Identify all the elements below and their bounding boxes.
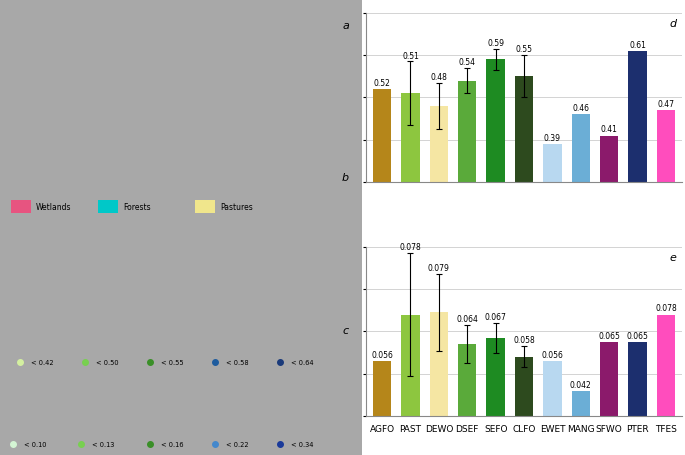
Bar bbox=[458, 344, 477, 455]
Bar bbox=[657, 315, 675, 455]
Text: 0.067: 0.067 bbox=[485, 312, 507, 321]
Bar bbox=[543, 145, 562, 310]
Bar bbox=[429, 107, 448, 310]
Text: < 0.64: < 0.64 bbox=[291, 359, 314, 365]
Text: 0.51: 0.51 bbox=[402, 51, 419, 61]
Text: 0.079: 0.079 bbox=[428, 263, 450, 273]
Text: 0.61: 0.61 bbox=[629, 40, 646, 50]
Bar bbox=[458, 81, 477, 310]
Text: 0.058: 0.058 bbox=[513, 335, 535, 344]
Text: 0.59: 0.59 bbox=[487, 39, 504, 48]
Bar bbox=[571, 115, 590, 310]
Text: < 0.22: < 0.22 bbox=[226, 440, 249, 447]
Text: 0.042: 0.042 bbox=[570, 380, 592, 389]
Text: d: d bbox=[670, 19, 677, 29]
Text: 0.064: 0.064 bbox=[456, 314, 478, 323]
Text: 0.39: 0.39 bbox=[544, 134, 561, 143]
Bar bbox=[600, 136, 619, 310]
Text: e: e bbox=[670, 252, 677, 262]
Text: < 0.13: < 0.13 bbox=[92, 440, 114, 447]
Text: < 0.42: < 0.42 bbox=[31, 359, 53, 365]
Text: 0.55: 0.55 bbox=[516, 46, 532, 54]
Text: 0.078: 0.078 bbox=[399, 243, 421, 251]
Text: b: b bbox=[342, 173, 349, 183]
Bar bbox=[543, 361, 562, 455]
Text: < 0.34: < 0.34 bbox=[291, 440, 314, 447]
Bar bbox=[373, 90, 391, 310]
Bar bbox=[628, 52, 647, 310]
Text: < 0.58: < 0.58 bbox=[226, 359, 249, 365]
Text: a: a bbox=[342, 20, 349, 30]
Bar bbox=[401, 94, 420, 310]
Bar bbox=[486, 60, 505, 310]
Bar bbox=[515, 357, 533, 455]
Y-axis label: EVI: EVI bbox=[325, 91, 335, 106]
Bar bbox=[486, 338, 505, 455]
Text: 0.056: 0.056 bbox=[541, 350, 563, 359]
Text: 0.056: 0.056 bbox=[371, 350, 393, 359]
Bar bbox=[571, 391, 590, 455]
Text: 0.54: 0.54 bbox=[459, 58, 476, 67]
Bar bbox=[98, 201, 118, 213]
Bar bbox=[11, 201, 31, 213]
Bar bbox=[373, 361, 391, 455]
Text: Wetlands: Wetlands bbox=[36, 202, 72, 212]
Text: 0.065: 0.065 bbox=[627, 331, 649, 340]
Y-axis label: Temporal standard deviation of EVI: Temporal standard deviation of EVI bbox=[326, 261, 335, 402]
Text: Pastures: Pastures bbox=[221, 202, 253, 212]
Text: 0.065: 0.065 bbox=[598, 331, 620, 340]
Bar bbox=[195, 201, 215, 213]
Bar bbox=[657, 111, 675, 310]
Text: 0.41: 0.41 bbox=[601, 125, 618, 134]
Text: < 0.50: < 0.50 bbox=[96, 359, 119, 365]
Text: c: c bbox=[343, 325, 349, 335]
Text: < 0.10: < 0.10 bbox=[23, 440, 46, 447]
Bar bbox=[515, 77, 533, 310]
Bar bbox=[628, 342, 647, 455]
Text: < 0.16: < 0.16 bbox=[161, 440, 184, 447]
Text: 0.078: 0.078 bbox=[655, 304, 677, 313]
Text: 0.52: 0.52 bbox=[373, 79, 390, 88]
Text: < 0.55: < 0.55 bbox=[161, 359, 184, 365]
Text: Forests: Forests bbox=[123, 202, 151, 212]
Bar bbox=[401, 315, 420, 455]
Bar bbox=[600, 342, 619, 455]
Text: 0.48: 0.48 bbox=[430, 73, 447, 82]
Text: 0.46: 0.46 bbox=[572, 104, 589, 113]
Bar bbox=[429, 313, 448, 455]
Text: 0.47: 0.47 bbox=[658, 100, 675, 109]
